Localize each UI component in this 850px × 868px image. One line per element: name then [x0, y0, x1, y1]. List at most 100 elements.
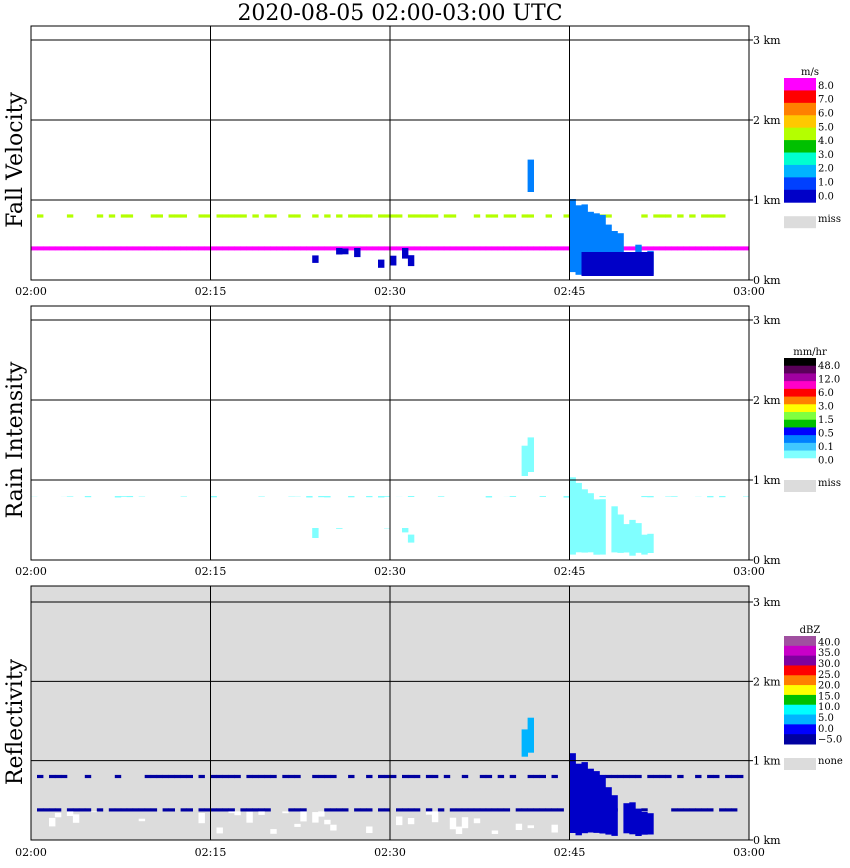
data-cell: [485, 496, 493, 498]
data-cell: [324, 496, 331, 498]
data-cell: [228, 811, 235, 814]
data-cell: [623, 774, 630, 779]
data-cell: [31, 246, 38, 251]
colorbar-swatch: [784, 636, 816, 647]
data-cell: [461, 817, 469, 829]
data-cell: [270, 246, 277, 251]
data-cell: [485, 808, 493, 812]
data-cell: [707, 808, 714, 812]
data-cell: [671, 246, 678, 251]
panel-2: 02:00 02:15 02:30 02:45 03:000 km 1 km 2 km 3 k…: [3, 305, 841, 578]
data-cell: [43, 246, 50, 251]
colorbar: mm/hr 48.0 12.0 6.0 3.0 1.5 0.5 0.1 0.0 miss: [784, 347, 841, 492]
y-tick-label: 1 km: [753, 194, 781, 207]
data-cell: [378, 496, 385, 498]
data-cell: [384, 246, 391, 251]
data-cell: [611, 795, 618, 836]
data-cell: [138, 246, 146, 251]
data-cell: [599, 496, 606, 498]
data-cell: [396, 816, 403, 826]
data-cell: [407, 255, 415, 267]
data-cell: [72, 814, 80, 823]
data-cell: [527, 437, 534, 472]
data-cell: [659, 774, 666, 779]
colorbar-label: 15.0: [818, 691, 840, 702]
data-cell: [366, 826, 373, 833]
data-cell: [396, 246, 403, 251]
data-cell: [150, 808, 158, 812]
data-cell: [737, 246, 744, 251]
data-cell: [521, 729, 528, 757]
data-cell: [240, 246, 247, 251]
colorbar-label: 0.5: [818, 428, 834, 439]
data-cell: [641, 246, 648, 251]
data-cell: [461, 246, 469, 251]
data-cell: [210, 246, 217, 251]
data-cell: [138, 818, 146, 822]
data-cell: [258, 808, 265, 812]
data-cell: [37, 808, 44, 812]
data-cell: [587, 211, 594, 274]
colorbar-swatch: [784, 358, 816, 367]
data-cell: [96, 246, 104, 251]
data-cell: [569, 477, 576, 555]
data-cell: [240, 808, 247, 812]
data-cell: [78, 246, 86, 251]
colorbar-swatch: [784, 419, 816, 428]
data-cell: [288, 246, 295, 251]
data-cell: [264, 808, 271, 812]
data-cell: [330, 808, 337, 812]
data-cell: [240, 214, 247, 218]
colorbar-swatch: [784, 645, 816, 657]
data-cell: [695, 774, 702, 779]
data-cell: [485, 774, 493, 779]
data-cell: [509, 774, 517, 779]
colorbar-miss-label: miss: [818, 214, 841, 225]
data-cell: [66, 496, 74, 497]
data-cell: [701, 808, 708, 812]
data-cell: [443, 774, 451, 779]
data-cell: [407, 818, 415, 825]
data-cell: [713, 774, 720, 779]
data-cell: [150, 214, 158, 218]
data-cell: [336, 528, 343, 529]
data-cell: [563, 214, 570, 218]
data-cell: [503, 246, 511, 251]
colorbar-swatch: [784, 164, 816, 178]
data-cell: [719, 496, 726, 498]
data-cell: [168, 214, 175, 218]
data-cell: [629, 774, 636, 779]
colorbar-miss-swatch: [784, 216, 816, 229]
colorbar-swatch: [784, 396, 816, 405]
x-tick-label: 02:15: [195, 565, 227, 578]
data-cell: [216, 214, 223, 218]
data-cell: [425, 246, 433, 251]
data-cell: [515, 246, 523, 251]
data-cell: [491, 830, 499, 834]
data-cell: [593, 252, 600, 276]
data-cell: [336, 808, 343, 812]
data-cell: [563, 496, 570, 498]
colorbar-unit: mm/hr: [793, 347, 827, 358]
data-cell: [443, 214, 451, 218]
data-cell: [671, 808, 678, 812]
data-cell: [425, 811, 433, 815]
data-cell: [43, 808, 50, 812]
data-cell: [390, 246, 397, 251]
data-cell: [384, 808, 391, 812]
data-cell: [407, 214, 415, 218]
data-cell: [354, 248, 361, 258]
colorbar-label: 3.0: [818, 150, 834, 161]
data-cell: [132, 246, 140, 251]
data-cell: [324, 819, 331, 825]
colorbar-label: 4.0: [818, 136, 834, 147]
data-cell: [126, 808, 134, 812]
data-cell: [617, 514, 624, 553]
data-cell: [180, 774, 187, 779]
data-cell: [108, 214, 116, 218]
data-cell: [396, 214, 403, 218]
y-tick-label: 3 km: [753, 314, 781, 327]
data-cell: [270, 829, 277, 834]
data-cell: [479, 774, 487, 779]
